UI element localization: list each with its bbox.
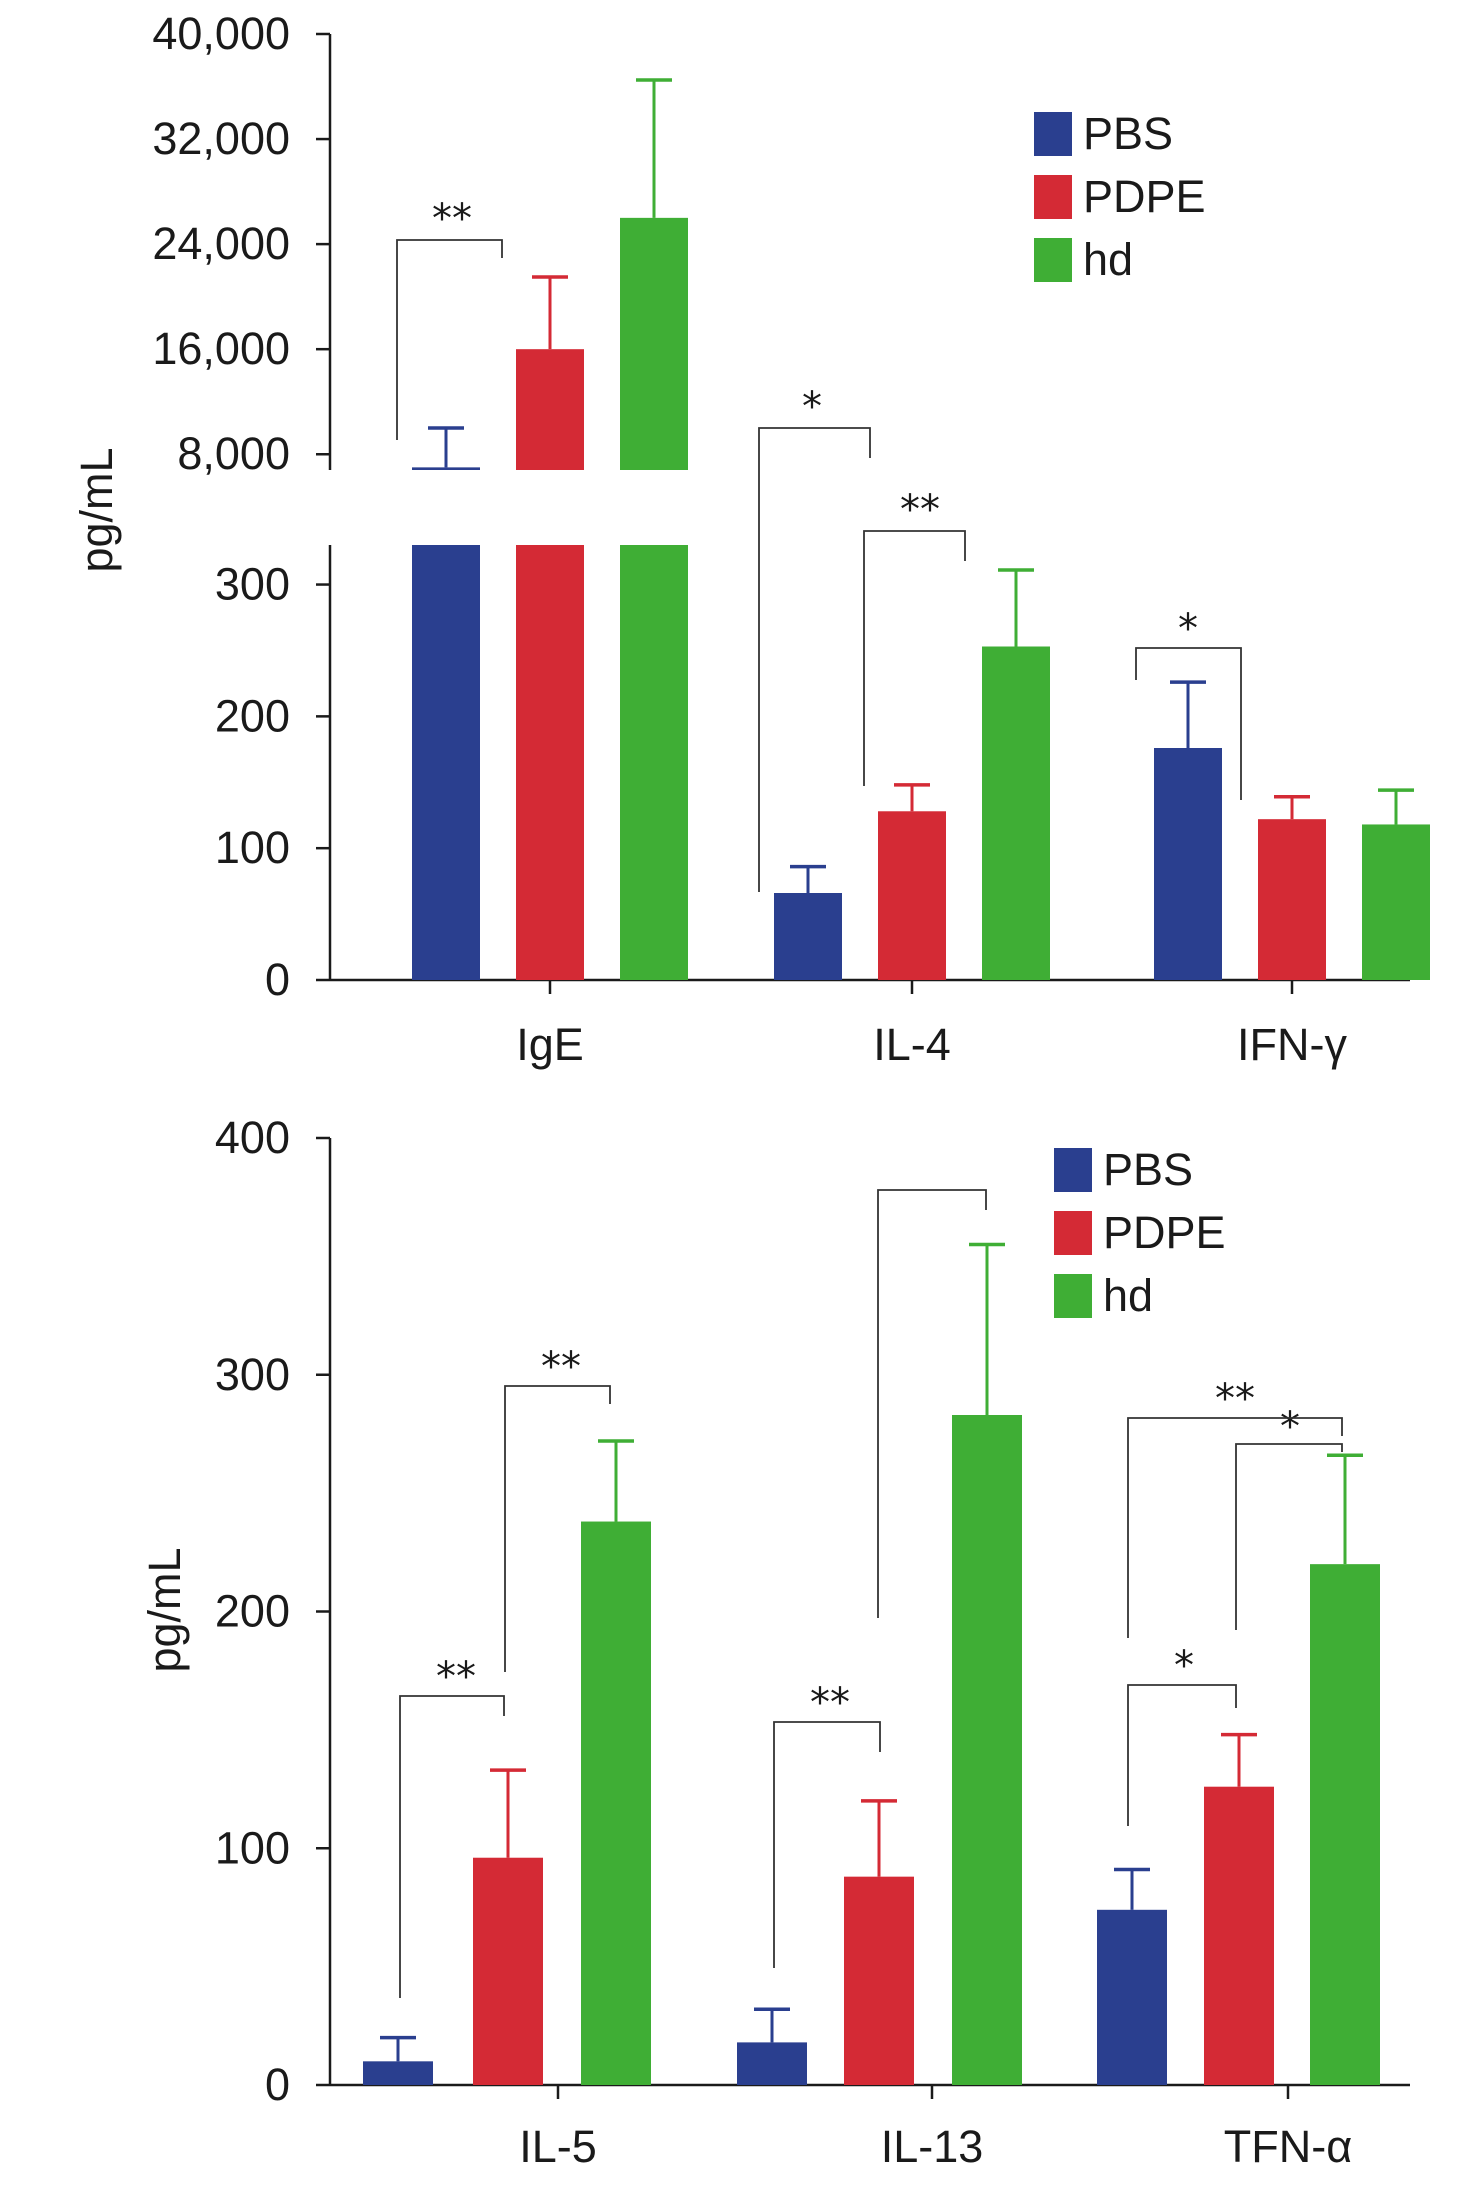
y-axis-label: pg/mL xyxy=(71,447,122,572)
bar-hd-ige-lower xyxy=(620,545,688,980)
legend-swatch-pbs xyxy=(1034,112,1072,156)
significance-label: * xyxy=(1178,606,1198,652)
significance-bracket xyxy=(863,530,966,786)
x-tick-label-il-4: IL-4 xyxy=(873,1019,951,1070)
legend-swatch-hd xyxy=(1034,238,1072,282)
y-tick-label: 300 xyxy=(215,1349,290,1400)
legend-label-hd: hd xyxy=(1083,234,1133,285)
significance-bracket xyxy=(396,239,503,440)
significance-label: * xyxy=(1280,1404,1300,1450)
bar-hd-ifn xyxy=(1362,824,1430,980)
bar-pdpe-il-5 xyxy=(473,1857,543,2085)
bar-hd-il-5 xyxy=(581,1521,651,2085)
significance-bracket xyxy=(504,1385,611,1672)
y-tick-label: 200 xyxy=(215,690,290,741)
x-tick-label-tfn: TFN-α xyxy=(1224,2121,1352,2172)
bar-pbs-ifn xyxy=(1154,748,1222,980)
significance-label: ** xyxy=(432,196,472,242)
y-tick-label: 0 xyxy=(265,2059,290,2110)
significance-bracket xyxy=(1135,647,1242,800)
bar-pbs-il-4 xyxy=(774,893,842,980)
y-tick-label: 16,000 xyxy=(152,323,290,374)
significance-bracket xyxy=(758,427,871,892)
significance-bracket xyxy=(1127,1684,1237,1826)
significance-label: ** xyxy=(436,1654,476,1700)
significance-label: ** xyxy=(810,1680,850,1726)
y-tick-label: 8,000 xyxy=(177,428,290,479)
bar-hd-tfn xyxy=(1310,1564,1380,2085)
legend-label-hd: hd xyxy=(1103,1270,1153,1321)
y-tick-label: 0 xyxy=(265,954,290,1005)
legend-label-pdpe: PDPE xyxy=(1083,171,1206,222)
legend-swatch-hd xyxy=(1054,1274,1092,1318)
significance-label: ** xyxy=(1215,1376,1255,1422)
x-tick-label-il-13: IL-13 xyxy=(881,2121,984,2172)
bar-hd-il-4 xyxy=(982,646,1050,980)
x-tick-label-ifn: IFN-γ xyxy=(1237,1019,1347,1070)
significance-bracket xyxy=(773,1721,881,1968)
legend: PBS PDPE hd xyxy=(1034,108,1206,285)
legend-swatch-pdpe xyxy=(1054,1211,1092,1255)
y-tick-label: 400 xyxy=(215,1112,290,1163)
legend: PBS PDPE hd xyxy=(1054,1144,1226,1321)
y-axis-label: pg/mL xyxy=(139,1547,190,1672)
y-tick-label: 100 xyxy=(215,1822,290,1873)
bar-pbs-ige xyxy=(412,467,480,470)
bar-pbs-il-13 xyxy=(737,2042,807,2085)
significance-label: ** xyxy=(900,487,940,533)
bar-pdpe-ige xyxy=(516,349,584,470)
x-tick-label-il-5: IL-5 xyxy=(519,2121,597,2172)
y-tick-label: 40,000 xyxy=(152,8,290,59)
significance-bracket xyxy=(877,1189,987,1618)
y-tick-label: 100 xyxy=(215,822,290,873)
significance-bracket xyxy=(1235,1443,1343,1630)
bar-pdpe-il-13 xyxy=(844,1876,914,2085)
y-tick-label: 300 xyxy=(215,559,290,610)
significance-label: ** xyxy=(541,1344,581,1390)
legend-label-pbs: PBS xyxy=(1083,108,1173,159)
significance-label: * xyxy=(802,384,822,430)
bar-pdpe-ige-lower xyxy=(516,545,584,980)
bar-pdpe-ifn xyxy=(1258,819,1326,980)
bar-pbs-il-5 xyxy=(363,2061,433,2085)
significance-bracket xyxy=(399,1695,505,1998)
bar-pbs-tfn xyxy=(1097,1909,1167,2085)
significance-bracket xyxy=(1127,1417,1343,1638)
y-tick-label: 24,000 xyxy=(152,218,290,269)
legend-swatch-pbs xyxy=(1054,1148,1092,1192)
x-tick-label-ige: IgE xyxy=(516,1019,584,1070)
chart-1: 0 100 200 300 8,000 16,000 24,000 32,000 40,000 p… xyxy=(71,8,1430,1070)
legend-label-pdpe: PDPE xyxy=(1103,1207,1226,1258)
y-tick-label: 32,000 xyxy=(152,113,290,164)
bar-pbs-ige-lower xyxy=(412,545,480,980)
y-tick-label: 200 xyxy=(215,1586,290,1637)
bar-pdpe-il-4 xyxy=(878,811,946,980)
bar-pdpe-tfn xyxy=(1204,1786,1274,2085)
legend-label-pbs: PBS xyxy=(1103,1144,1193,1195)
significance-label: * xyxy=(1174,1643,1194,1689)
bar-hd-il-13 xyxy=(952,1414,1022,2085)
legend-swatch-pdpe xyxy=(1034,175,1072,219)
bar-hd-ige xyxy=(620,217,688,470)
